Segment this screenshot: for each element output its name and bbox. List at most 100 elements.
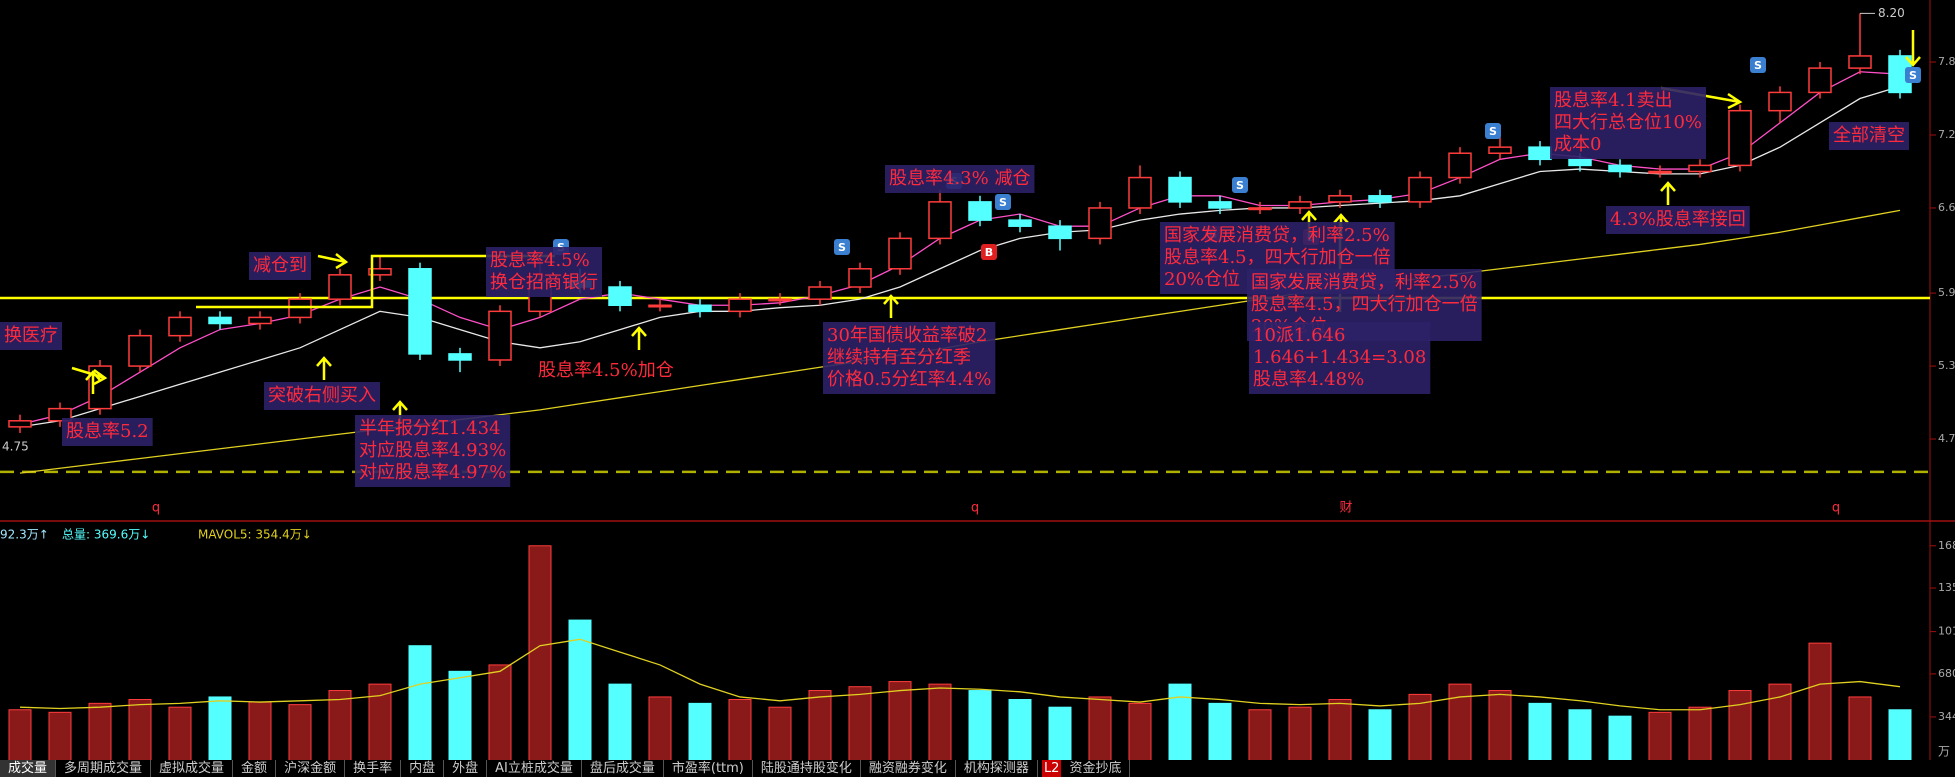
tab[interactable]: 沪深金额 (276, 760, 346, 777)
volume-bar (1688, 706, 1712, 762)
annotation-text: 股息率4.5%加仓 (538, 360, 674, 381)
volume-bar (1008, 699, 1032, 762)
volume-bar (1368, 709, 1392, 762)
candle-body (968, 201, 992, 221)
volume-bar (1208, 702, 1232, 762)
tab[interactable]: 融资融券变化 (861, 760, 956, 777)
signal-label: S (1489, 125, 1497, 138)
annotation-text: 10派1.646 (1253, 325, 1345, 346)
volume-header: 总量: 369.6万↓ (62, 528, 150, 542)
candle-body (1448, 152, 1472, 179)
signal-badge (1232, 177, 1248, 193)
tab[interactable]: 换手率 (345, 760, 402, 777)
arrow (71, 366, 108, 386)
volume-bar (448, 670, 472, 762)
annotation-box (1829, 122, 1909, 150)
signal-badge (995, 194, 1011, 210)
annotation-text: 股息率4.1卖出 (1554, 90, 1673, 111)
volume-bar (1608, 715, 1632, 762)
candle-body (1328, 195, 1352, 203)
candle-body (1128, 176, 1152, 209)
annotation-text: 股息率5.2 (66, 421, 149, 442)
candle-body (168, 316, 192, 337)
candle-body (88, 365, 112, 410)
annotation-text: 股息率4.5，四大行加仓一倍 (1251, 294, 1478, 315)
candle-body (1168, 176, 1192, 203)
volume-bar (408, 645, 432, 762)
tab[interactable]: 成交量 (0, 760, 57, 777)
annotation-box (885, 165, 1035, 193)
candle-body (1048, 225, 1072, 240)
tab[interactable]: AI立桩成交量 (487, 760, 582, 777)
tab[interactable]: 内盘 (401, 760, 445, 777)
tab[interactable]: 市盈率(ttm) (664, 760, 753, 777)
signal-label: S (838, 241, 846, 254)
annotation-text: 四大行总仓位10% (1554, 112, 1702, 133)
volume-ma (19, 638, 1901, 711)
volume-bar (888, 681, 912, 762)
candle-body (1608, 164, 1632, 173)
volume-bar (968, 690, 992, 762)
arrow (1905, 30, 1921, 67)
flag: q (971, 501, 979, 516)
max-label: 8.20 (1878, 6, 1905, 20)
annotation: 股息率5.2 (62, 418, 153, 446)
tab[interactable]: 陆股通持股变化 (753, 760, 861, 777)
candle-body (1008, 219, 1032, 227)
annotation-text: 股息率4.3% 减仓 (889, 168, 1030, 189)
annotation-text: 半年报分红1.434 (359, 418, 501, 439)
candle-body (648, 304, 672, 308)
volume-bar (288, 704, 312, 762)
badge: L2 (1041, 760, 1062, 777)
guide-line (196, 254, 555, 309)
candle-body (928, 201, 952, 240)
candle-body (1648, 170, 1672, 174)
candle-body (1568, 158, 1592, 167)
candle-body (488, 310, 512, 361)
volume-bar (208, 696, 232, 762)
tab[interactable]: 外盘 (444, 760, 488, 777)
annotation-box (264, 382, 380, 410)
volume-bar (1248, 709, 1272, 762)
volume-bar (1328, 699, 1352, 762)
candle-body (1808, 67, 1832, 94)
signal-label: S (999, 196, 1007, 209)
annotation-text: 30年国债收益率破2 (827, 325, 987, 346)
volume-bar (608, 683, 632, 762)
candle-body (8, 420, 32, 428)
tab[interactable]: 机构探测器 (956, 760, 1038, 777)
tab[interactable]: 虚拟成交量 (151, 760, 234, 777)
volume-bar (488, 664, 512, 762)
volume-bar (528, 545, 552, 762)
candle-body (848, 268, 872, 288)
y-tick-label: 135 (1938, 581, 1955, 594)
tab[interactable]: 金额 (233, 760, 277, 777)
min-label: 4.75 (2, 439, 29, 453)
volume-bar (768, 706, 792, 762)
annotation-text: 价格0.5分红率4.4% (827, 369, 991, 390)
tab[interactable]: 多周期成交量 (56, 760, 152, 777)
tab[interactable]: 资金抄底 (1061, 760, 1131, 777)
annotation-text: 对应股息率4.93% (359, 440, 506, 461)
volume-bar (1448, 683, 1472, 762)
candle-body (1408, 176, 1432, 203)
annotation-box (1249, 322, 1431, 394)
candle-body (408, 268, 432, 355)
annotation-box (823, 322, 996, 394)
signal-label: S (1909, 69, 1917, 82)
annotation-box (486, 247, 602, 297)
volume-bar (1288, 706, 1312, 762)
tab[interactable]: 盘后成交量 (582, 760, 664, 777)
arrow (316, 356, 332, 380)
candle-body (608, 286, 632, 307)
candle-body (1688, 164, 1712, 173)
annotation-text: 换医疗 (4, 325, 58, 346)
candle-body (1248, 207, 1272, 211)
candle-body (808, 286, 832, 300)
annotation-text: 继续持有至分红季 (827, 347, 971, 368)
annotation: 全部清空 (1829, 122, 1909, 150)
